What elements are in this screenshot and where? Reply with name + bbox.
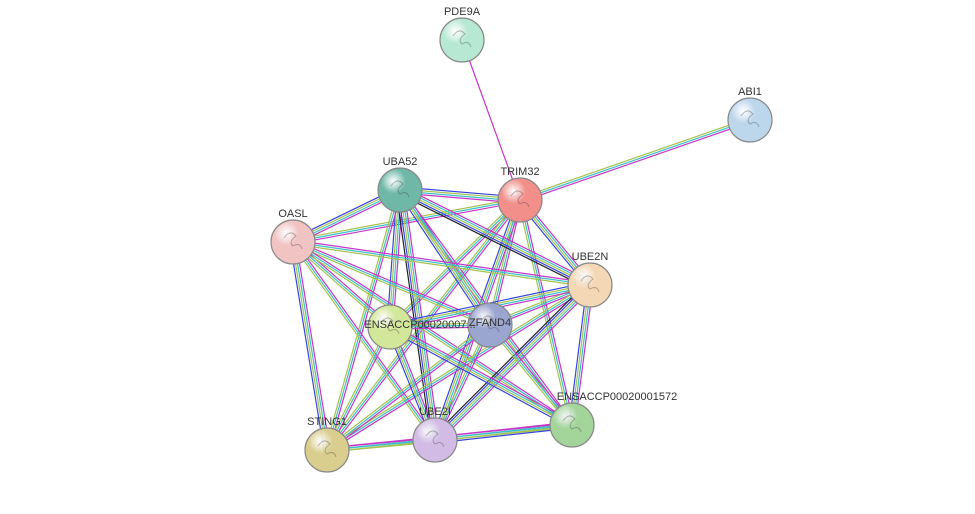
protein-node-ensaccp1572[interactable] xyxy=(550,403,594,447)
network-edge[interactable] xyxy=(290,242,324,450)
protein-node-uba52[interactable] xyxy=(378,168,422,212)
network-edge[interactable] xyxy=(521,122,751,202)
node-layer xyxy=(271,18,772,472)
protein-node-ube2i[interactable] xyxy=(413,418,457,462)
network-edge[interactable] xyxy=(294,240,573,423)
protein-node-oasl[interactable] xyxy=(271,220,315,264)
protein-node-ube2n[interactable] xyxy=(568,263,612,307)
network-edge[interactable] xyxy=(462,40,520,200)
network-edge[interactable] xyxy=(292,242,326,450)
network-edge[interactable] xyxy=(520,120,750,200)
protein-node-abi1[interactable] xyxy=(728,98,772,142)
protein-network-graph xyxy=(0,0,975,514)
protein-node-trim32[interactable] xyxy=(498,178,542,222)
protein-node-ensaccp00020[interactable] xyxy=(368,305,412,349)
network-edge[interactable] xyxy=(294,242,328,450)
protein-node-pde9a[interactable] xyxy=(440,18,484,62)
edge-layer xyxy=(290,40,751,452)
network-edge[interactable] xyxy=(519,118,749,198)
protein-node-zfand4[interactable] xyxy=(468,303,512,347)
protein-node-sting1[interactable] xyxy=(305,428,349,472)
